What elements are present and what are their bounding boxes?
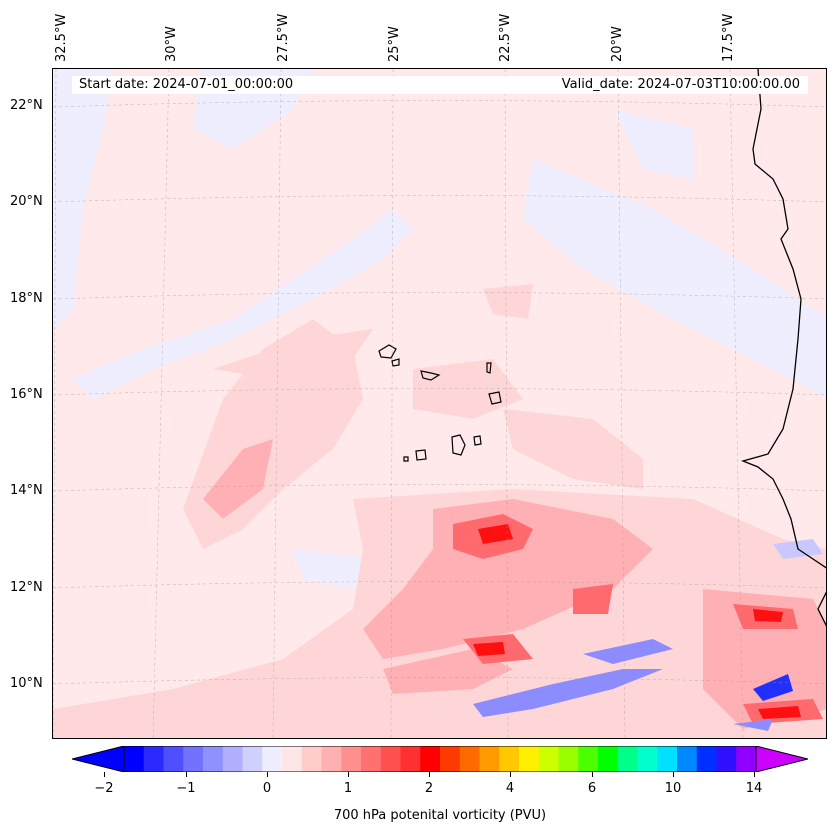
cb-tickmark — [104, 772, 105, 777]
colorbar-cell — [124, 746, 145, 772]
lat-label-20n: 20°N — [10, 194, 43, 209]
colorbar-label: 700 hPa potenital vorticity (PVU) — [333, 808, 547, 823]
cb-tickmark — [592, 772, 593, 777]
colorbar-cell — [538, 746, 559, 772]
lat-label-16n: 16°N — [10, 387, 43, 402]
lat-label-18n: 18°N — [10, 291, 43, 306]
colorbar-cell — [242, 746, 263, 772]
colorbar — [72, 746, 808, 772]
cb-tick-label: 4 — [505, 781, 515, 796]
start-date: Start date: 2024-07-01_00:00:00 — [79, 77, 294, 92]
colorbar-cell — [301, 746, 322, 772]
colorbar-cell — [203, 746, 224, 772]
colorbar-cell — [440, 746, 461, 772]
colorbar-cell — [321, 746, 342, 772]
colorbar-cell — [380, 746, 401, 772]
colorbar-cells — [124, 746, 757, 772]
colorbar-cell — [361, 746, 382, 772]
colorbar-cell — [637, 746, 658, 772]
colorbar-frame — [123, 746, 757, 772]
colorbar-min-arrow — [72, 746, 125, 772]
colorbar-cell — [282, 746, 303, 772]
pv-contour-map — [53, 69, 826, 738]
colorbar-cell — [657, 746, 678, 772]
lon-label-20w: 20°W — [610, 26, 625, 62]
colorbar-cell — [163, 746, 184, 772]
colorbar-cell — [736, 746, 757, 772]
colorbar-cell — [598, 746, 619, 772]
peak-positive-regions — [473, 524, 801, 719]
lat-label-12n: 12°N — [10, 580, 43, 595]
colorbar-cell — [143, 746, 164, 772]
cb-tickmark — [429, 772, 430, 777]
lon-label-30w: 30°W — [164, 26, 179, 62]
valid-date: Valid_date: 2024-07-03T10:00:00.00 — [561, 77, 800, 92]
colorbar-max-arrow — [755, 746, 808, 772]
lat-label-14n: 14°N — [10, 483, 43, 498]
cb-tick-label: −2 — [94, 781, 114, 796]
gridlines — [53, 69, 826, 738]
cb-tick-label: 6 — [587, 781, 597, 796]
colorbar-cell — [222, 746, 243, 772]
cb-tickmark — [754, 772, 755, 777]
colorbar-cell — [479, 746, 500, 772]
cape-verde-islands — [378, 344, 502, 462]
colorbar-cell — [558, 746, 579, 772]
lat-label-10n: 10°N — [10, 676, 43, 691]
pv-map — [52, 68, 827, 739]
lon-label-17.5w: 17.5°W — [721, 13, 736, 62]
lon-label-32.5w: 32.5°W — [54, 13, 69, 62]
cb-tickmark — [673, 772, 674, 777]
colorbar-cell — [578, 746, 599, 772]
colorbar-cell — [341, 746, 362, 772]
colorbar-cell — [677, 746, 698, 772]
colorbar-cell — [499, 746, 520, 772]
cb-tickmark — [510, 772, 511, 777]
coastline — [740, 69, 826, 627]
colorbar-cell — [262, 746, 283, 772]
colorbar-cell — [617, 746, 638, 772]
cb-tick-label: −1 — [176, 781, 196, 796]
colorbar-cell — [420, 746, 441, 772]
colorbar-cell — [716, 746, 737, 772]
colorbar-cell — [400, 746, 421, 772]
cb-tick-label: 0 — [262, 781, 272, 796]
cb-tick-label: 2 — [424, 781, 434, 796]
date-banner: Start date: 2024-07-01_00:00:00 Valid_da… — [72, 76, 808, 94]
colorbar-cell — [183, 746, 204, 772]
cb-tick-label: 10 — [664, 781, 682, 796]
cb-tick-label: 14 — [745, 781, 763, 796]
cb-tick-label: 1 — [343, 781, 353, 796]
cb-tickmark — [267, 772, 268, 777]
lon-label-22.5w: 22.5°W — [498, 13, 513, 62]
cb-tickmark — [186, 772, 187, 777]
lon-label-27.5w: 27.5°W — [276, 13, 291, 62]
lat-label-22n: 22°N — [10, 98, 43, 113]
colorbar-cell — [519, 746, 540, 772]
cb-tickmark — [348, 772, 349, 777]
colorbar-cell — [696, 746, 717, 772]
lon-label-25w: 25°W — [387, 26, 402, 62]
colorbar-cell — [459, 746, 480, 772]
